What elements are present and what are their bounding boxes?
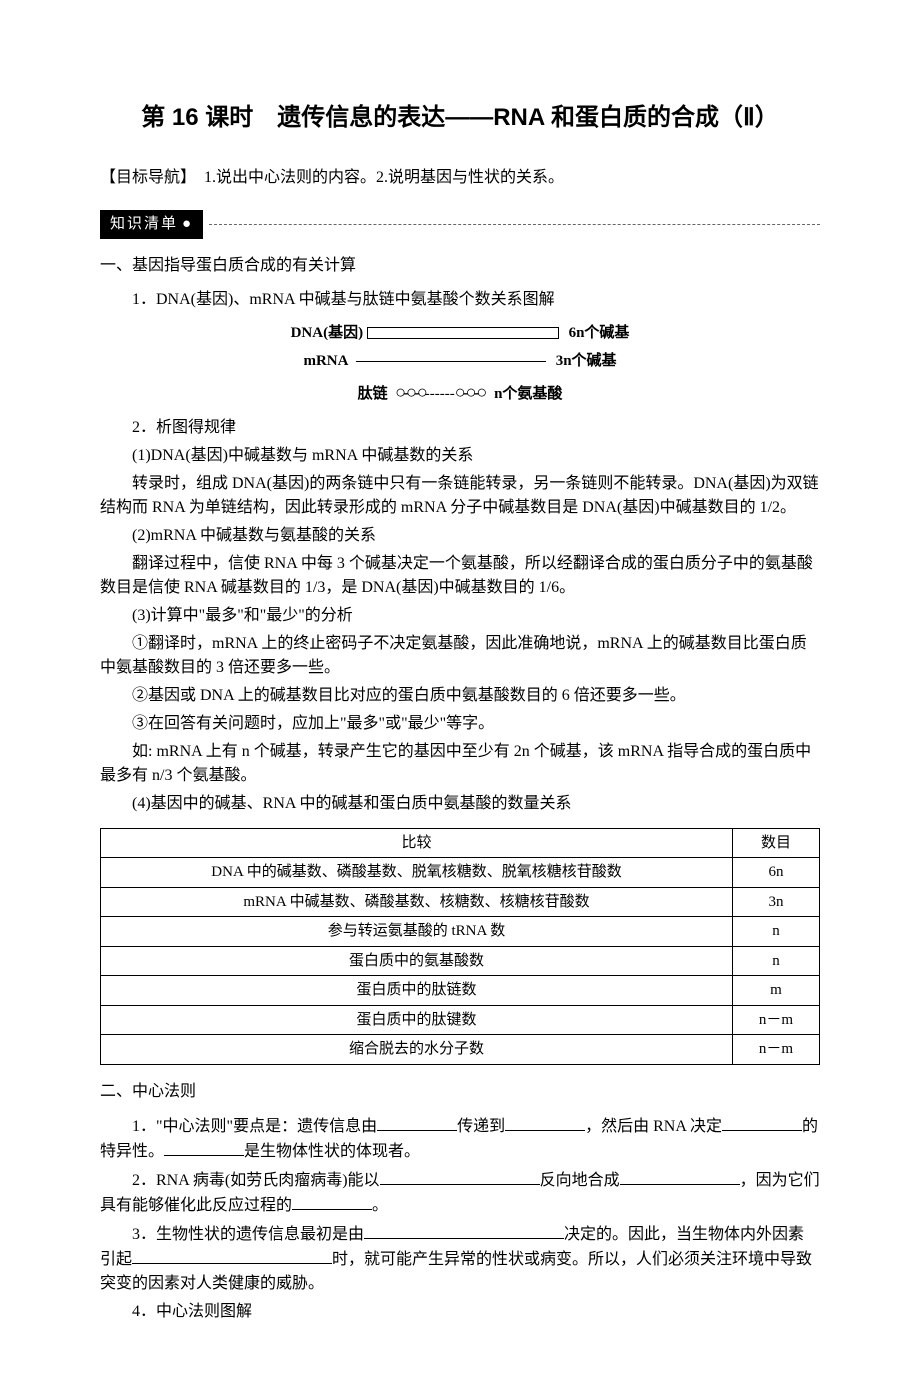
sec2-item1: 1．"中心法则"要点是：遗传信息由传递到，然后由 RNA 决定的特异性。是生物体… — [100, 1114, 820, 1164]
blank-input[interactable] — [377, 1114, 457, 1131]
table-row: 蛋白质中的肽链数m — [101, 976, 820, 1006]
p4-head: (4)基因中的碱基、RNA 中的碱基和蛋白质中氨基酸的数量关系 — [100, 792, 820, 816]
peptide-unit: n个氨基酸 — [494, 386, 562, 402]
dots: ------ — [425, 386, 455, 402]
section1-item2: 2．析图得规律 — [100, 416, 820, 440]
dna-box-icon — [367, 327, 559, 339]
dna-label: DNA(基因) — [291, 322, 364, 345]
sec2-item4: 4．中心法则图解 — [100, 1300, 820, 1324]
table-row: 蛋白质中的肽键数n－m — [101, 1005, 820, 1035]
p3-eg: 如: mRNA 上有 n 个碱基，转录产生它的基因中至少有 2n 个碱基，该 m… — [100, 740, 820, 788]
blank-input[interactable] — [364, 1222, 564, 1239]
knowledge-badge: 知识清单 — [100, 210, 203, 239]
table-row: 蛋白质中的氨基酸数n — [101, 946, 820, 976]
mrna-label: mRNA — [303, 350, 348, 373]
p3-head: (3)计算中"最多"和"最少"的分析 — [100, 604, 820, 628]
table-row: 缩合脱去的水分子数n－m — [101, 1035, 820, 1065]
section1-item1: 1．DNA(基因)、mRNA 中碱基与肽链中氨基酸个数关系图解 — [100, 288, 820, 312]
mrna-unit: 3n个碱基 — [556, 353, 617, 369]
blank-input[interactable] — [620, 1168, 740, 1185]
sec2-item3: 3．生物性状的遗传信息最初是由决定的。因此，当生物体内外因素引起时，就可能产生异… — [100, 1222, 820, 1296]
p2-head: (2)mRNA 中碱基数与氨基酸的关系 — [100, 524, 820, 548]
p1-head: (1)DNA(基因)中碱基数与 mRNA 中碱基数的关系 — [100, 444, 820, 468]
p3-b: ②基因或 DNA 上的碱基数目比对应的蛋白质中氨基酸数目的 6 倍还要多一些。 — [100, 684, 820, 708]
mrna-line-icon — [356, 361, 546, 362]
peptide-chain-icon: ○-○-○ — [395, 382, 425, 402]
sec2-item2: 2．RNA 病毒(如劳氏肉瘤病毒)能以反向地合成，因为它们具有能够催化此反应过程… — [100, 1168, 820, 1218]
objective-text: 1.说出中心法则的内容。2.说明基因与性状的关系。 — [204, 169, 564, 186]
page-title: 第 16 课时 遗传信息的表达——RNA 和蛋白质的合成（Ⅱ） — [100, 100, 820, 136]
blank-input[interactable] — [132, 1247, 332, 1264]
blank-input[interactable] — [722, 1114, 802, 1131]
table-row: 参与转运氨基酸的 tRNA 数n — [101, 917, 820, 947]
objective-label: 【目标导航】 — [100, 169, 196, 186]
peptide-label: 肽链 — [358, 383, 388, 406]
knowledge-badge-row: 知识清单 — [100, 210, 820, 239]
peptide-chain-icon-2: ○-○-○ — [455, 382, 485, 402]
p3-a: ①翻译时，mRNA 上的终止密码子不决定氨基酸，因此准确地说，mRNA 上的碱基… — [100, 632, 820, 680]
p3-c: ③在回答有关问题时，应加上"最多"或"最少"等字。 — [100, 712, 820, 736]
relation-diagram: DNA(基因) 6n个碱基 mRNA 3n个碱基 肽链 ○-○-○------○… — [100, 322, 820, 406]
table-row: mRNA 中碱基数、磷酸基数、核糖数、核糖核苷酸数3n — [101, 887, 820, 917]
quantity-relation-table: 比较 数目 DNA 中的碱基数、磷酸基数、脱氧核糖数、脱氧核糖核苷酸数6n mR… — [100, 828, 820, 1065]
objective-block: 【目标导航】 1.说出中心法则的内容。2.说明基因与性状的关系。 — [100, 166, 820, 190]
blank-input[interactable] — [505, 1114, 585, 1131]
section2-heading: 二、中心法则 — [100, 1080, 820, 1104]
p2-body: 翻译过程中，信使 RNA 中每 3 个碱基决定一个氨基酸，所以经翻译合成的蛋白质… — [100, 552, 820, 600]
dna-unit: 6n个碱基 — [569, 325, 630, 341]
blank-input[interactable] — [164, 1139, 244, 1156]
blank-input[interactable] — [380, 1168, 540, 1185]
table-header-compare: 比较 — [101, 828, 733, 858]
blank-input[interactable] — [292, 1193, 372, 1210]
section1-heading: 一、基因指导蛋白质合成的有关计算 — [100, 254, 820, 278]
table-row: DNA 中的碱基数、磷酸基数、脱氧核糖数、脱氧核糖核苷酸数6n — [101, 858, 820, 888]
table-header-count: 数目 — [733, 828, 820, 858]
p1-body: 转录时，组成 DNA(基因)的两条链中只有一条链能转录，另一条链则不能转录。DN… — [100, 472, 820, 520]
divider — [209, 224, 820, 225]
